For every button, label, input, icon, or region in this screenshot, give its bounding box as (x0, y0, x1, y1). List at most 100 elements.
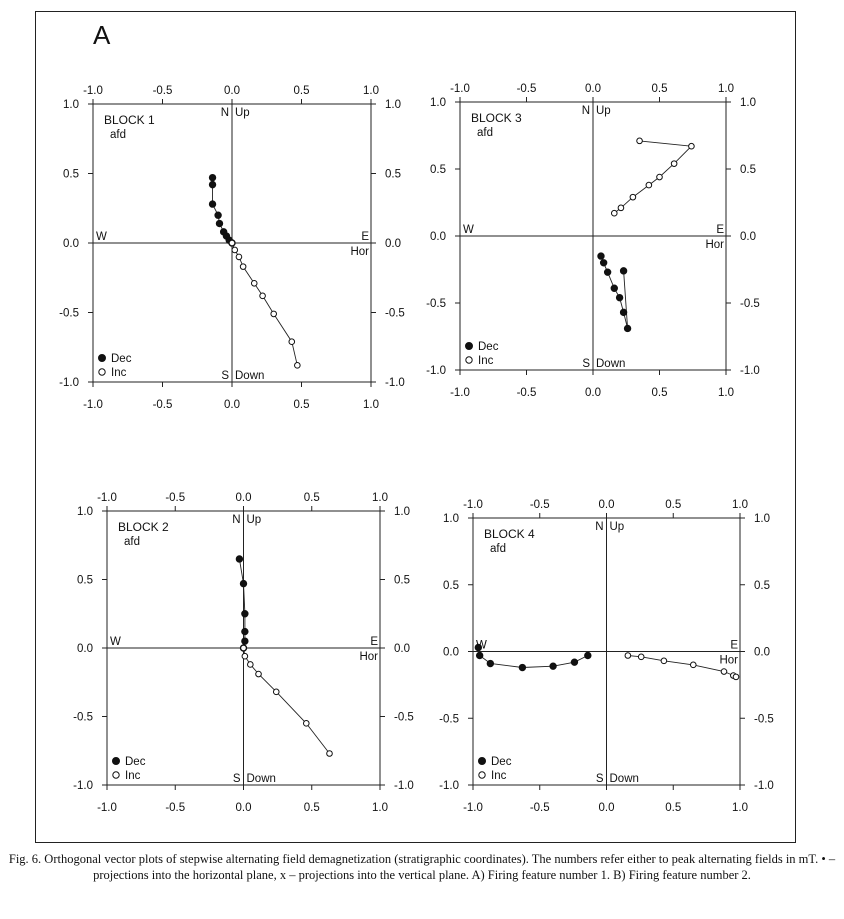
north-label: N (221, 107, 229, 119)
data-point-dec (214, 211, 222, 219)
series-line-dec (600, 255, 629, 329)
east-label: E (730, 640, 738, 652)
data-point-inc (636, 137, 643, 145)
bottom-tick-label: 1.0 (732, 802, 748, 814)
data-point-dec (215, 219, 224, 228)
data-point-inc (645, 181, 653, 189)
right-tick-label: 0.0 (754, 647, 770, 659)
north-label: N (595, 521, 603, 533)
bottom-tick-label: -0.5 (530, 802, 550, 814)
left-tick-label: -0.5 (439, 713, 459, 725)
plot-block-4: -1.0 -1.0 -0.5 -0.5 0.0 0.0 0.5 0.5 1.0 1.0 1.0 1.0… (439, 499, 774, 814)
plot-block-2: -1.0 -1.0 -0.5 -0.5 0.0 0.0 0.5 0.5 1.0 1.0 1.0 1.0… (426, 83, 760, 399)
hor-label: Hor (719, 655, 738, 667)
top-tick-label: 0.5 (652, 83, 668, 95)
left-tick-label: -0.5 (59, 308, 79, 320)
data-point-inc (247, 661, 254, 668)
down-label: Down (610, 773, 639, 785)
data-point-dec (610, 284, 618, 292)
figure-caption: Fig. 6. Orthogonal vector plots of stepw… (8, 852, 836, 882)
top-tick-label: 0.0 (585, 83, 601, 95)
data-point-inc (689, 661, 697, 669)
right-tick-label: -1.0 (385, 377, 405, 389)
data-point-dec (603, 268, 612, 276)
up-label: Up (247, 514, 262, 526)
legend-label-dec: Dec (478, 341, 499, 353)
data-point-inc (624, 652, 632, 659)
top-tick-label: 0.0 (224, 85, 240, 97)
data-point-inc (288, 338, 296, 345)
bottom-tick-label: -0.5 (165, 802, 185, 814)
left-tick-label: 0.0 (430, 231, 446, 243)
bottom-tick-label: 0.0 (585, 387, 601, 399)
left-tick-label: -0.5 (73, 712, 93, 724)
right-tick-label: 1.0 (394, 506, 410, 518)
right-tick-label: 0.0 (394, 643, 410, 655)
bottom-tick-label: 0.5 (665, 802, 681, 814)
left-tick-label: -1.0 (426, 365, 446, 377)
west-label: W (96, 231, 107, 243)
bottom-tick-label: -1.0 (97, 802, 117, 814)
plot-subtitle: afd (477, 127, 493, 139)
south-label: S (233, 773, 241, 785)
bottom-tick-label: -1.0 (83, 399, 103, 411)
data-point-dec (239, 579, 248, 588)
down-label: Down (247, 773, 276, 785)
series-line-dec (477, 647, 589, 668)
top-tick-label: 0.5 (665, 499, 681, 511)
legend-label-inc: Inc (125, 770, 141, 782)
data-point-inc (294, 362, 301, 369)
series-line-inc (614, 140, 693, 214)
top-tick-label: 1.0 (372, 492, 388, 504)
data-point-dec (623, 324, 632, 333)
top-tick-label: 1.0 (718, 83, 734, 95)
right-tick-label: 1.0 (740, 97, 756, 109)
data-point-dec (208, 173, 217, 182)
plot-subtitle: afd (490, 543, 506, 555)
data-point-inc (326, 750, 333, 757)
left-tick-label: 0.0 (443, 647, 459, 659)
hor-label: Hor (705, 239, 724, 251)
data-point-inc (670, 160, 678, 167)
top-tick-label: -0.5 (530, 499, 550, 511)
top-tick-label: 0.0 (236, 492, 252, 504)
south-label: S (596, 773, 604, 785)
down-label: Down (235, 370, 264, 382)
legend-label-inc: Inc (491, 770, 507, 782)
legend-label-dec: Dec (111, 353, 132, 365)
left-tick-label: 0.5 (77, 575, 93, 587)
bottom-tick-label: 0.5 (304, 802, 320, 814)
top-tick-label: -0.5 (517, 83, 537, 95)
left-tick-label: 0.0 (63, 238, 79, 250)
data-point-dec (486, 659, 495, 668)
east-label: E (716, 224, 724, 236)
bottom-tick-label: -1.0 (450, 387, 470, 399)
up-label: Up (235, 107, 250, 119)
data-point-inc (637, 653, 645, 661)
data-point-dec (241, 627, 249, 636)
data-point-inc (302, 720, 310, 727)
right-tick-label: -1.0 (740, 365, 760, 377)
data-point-dec (241, 610, 249, 618)
bottom-tick-label: 0.0 (236, 802, 252, 814)
north-label: N (582, 105, 590, 117)
plot-title: BLOCK 4 (484, 527, 535, 541)
left-tick-label: -1.0 (59, 377, 79, 389)
data-point-inc (231, 246, 239, 254)
left-tick-label: 0.5 (63, 169, 79, 181)
down-label: Down (596, 358, 625, 370)
data-point-inc (255, 670, 262, 678)
data-point-dec (208, 200, 217, 208)
data-point-dec (584, 651, 592, 660)
legend-label-dec: Dec (491, 756, 512, 768)
data-point-inc (732, 673, 740, 681)
figure-frame (35, 11, 796, 843)
legend-marker-inc (465, 356, 473, 364)
data-point-inc (617, 204, 625, 212)
right-tick-label: 0.5 (754, 580, 770, 592)
left-tick-label: 1.0 (430, 97, 446, 109)
top-tick-label: 0.0 (599, 499, 615, 511)
plot-title: BLOCK 1 (104, 113, 155, 127)
legend-label-dec: Dec (125, 756, 146, 768)
data-point-inc (720, 668, 728, 675)
